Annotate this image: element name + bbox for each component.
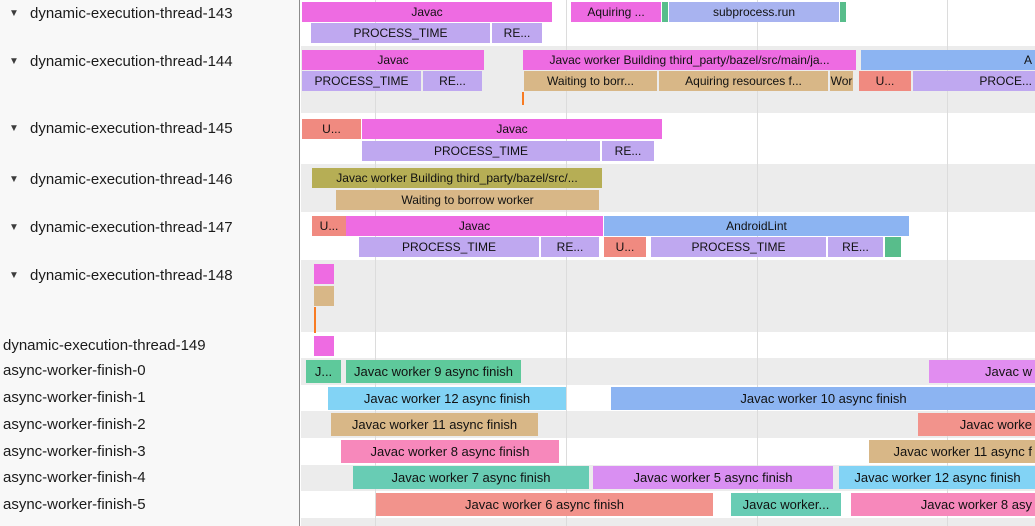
collapse-arrow-icon[interactable]: ▼ (9, 8, 19, 19)
trace-slice-process-time[interactable]: PROCESS_TIME (359, 237, 539, 257)
time-gridline (947, 0, 948, 526)
trace-slice[interactable] (314, 264, 334, 284)
trace-slice[interactable] (314, 286, 334, 306)
track-label-async-worker-finish-1[interactable]: async-worker-finish-1 (0, 386, 300, 410)
trace-slice-waiting-to-borrow-worker[interactable]: Waiting to borrow worker (336, 190, 599, 210)
trace-slice-u[interactable]: U... (312, 216, 346, 236)
trace-slice-subprocess-run[interactable]: subprocess.run (669, 2, 839, 22)
trace-slice-javac[interactable]: Javac (346, 216, 603, 236)
track-label-dynamic-execution-thread-145[interactable]: ▼ dynamic-execution-thread-145 (0, 117, 300, 141)
trace-slice-javac-w[interactable]: Javac w (929, 360, 1035, 383)
track-name: async-worker-finish-1 (3, 389, 146, 406)
trace-slice-re[interactable]: RE... (602, 141, 654, 161)
collapse-arrow-icon[interactable]: ▼ (9, 222, 19, 233)
trace-slice-javac-worker-building-third-party-bazel-src[interactable]: Javac worker Building third_party/bazel/… (312, 168, 602, 188)
track-background (301, 260, 1035, 332)
trace-slice-waiting-to-borr[interactable]: Waiting to borr... (524, 71, 657, 91)
collapse-arrow-icon[interactable]: ▼ (9, 174, 19, 185)
trace-slice-javac-worker-10-async-finish[interactable]: Javac worker 10 async finish (611, 387, 1035, 410)
track-name: async-worker-finish-2 (3, 416, 146, 433)
trace-slice-aquiring-resources-f[interactable]: Aquiring resources f... (659, 71, 828, 91)
track-name: dynamic-execution-thread-147 (30, 219, 233, 236)
trace-slice-javac[interactable]: Javac (302, 50, 484, 70)
trace-slice[interactable] (840, 2, 846, 22)
instant-event-tick[interactable] (522, 92, 524, 105)
track-label-dynamic-execution-thread-149[interactable]: dynamic-execution-thread-149 (0, 334, 300, 358)
track-name: async-worker-finish-3 (3, 443, 146, 460)
trace-slice-a[interactable]: A (861, 50, 1035, 70)
track-label-dynamic-execution-thread-144[interactable]: ▼ dynamic-execution-thread-144 (0, 50, 300, 74)
trace-slice-process-time[interactable]: PROCESS_TIME (311, 23, 490, 43)
trace-slice-javac-worke[interactable]: Javac worke (918, 413, 1035, 436)
track-label-dynamic-execution-thread-146[interactable]: ▼ dynamic-execution-thread-146 (0, 168, 300, 192)
track-labels-panel: ▼ dynamic-execution-thread-143 ▼ dynamic-ex… (0, 0, 300, 526)
track-label-async-worker-finish-0[interactable]: async-worker-finish-0 (0, 359, 300, 383)
track-name: dynamic-execution-thread-145 (30, 120, 233, 137)
collapse-arrow-icon[interactable]: ▼ (9, 123, 19, 134)
trace-slice-u[interactable]: U... (302, 119, 361, 139)
track-background (301, 518, 1035, 526)
trace-slice-javac-worker-8-asy[interactable]: Javac worker 8 asy (851, 493, 1035, 516)
track-label-async-worker-finish-2[interactable]: async-worker-finish-2 (0, 413, 300, 437)
trace-slice-javac-worker[interactable]: Javac worker... (731, 493, 841, 516)
track-name: dynamic-execution-thread-148 (30, 267, 233, 284)
trace-slice-j[interactable]: J... (306, 360, 341, 383)
time-gridline (375, 0, 376, 526)
trace-slice-javac-worker-12-async-finish[interactable]: Javac worker 12 async finish (839, 466, 1035, 489)
trace-slice-process-time[interactable]: PROCESS_TIME (651, 237, 826, 257)
track-name: async-worker-finish-0 (3, 362, 146, 379)
track-label-async-worker-finish-5[interactable]: async-worker-finish-5 (0, 493, 300, 517)
trace-slice-javac[interactable]: Javac (302, 2, 552, 22)
trace-slice-javac[interactable]: Javac (362, 119, 662, 139)
track-name: dynamic-execution-thread-146 (30, 171, 233, 188)
trace-slice-u[interactable]: U... (859, 71, 911, 91)
track-label-dynamic-execution-thread-147[interactable]: ▼ dynamic-execution-thread-147 (0, 216, 300, 240)
trace-slice-javac-worker-6-async-finish[interactable]: Javac worker 6 async finish (376, 493, 713, 516)
track-label-async-worker-finish-4[interactable]: async-worker-finish-4 (0, 466, 300, 490)
trace-slice-javac-worker-5-async-finish[interactable]: Javac worker 5 async finish (593, 466, 833, 489)
trace-slice-javac-worker-12-async-finish[interactable]: Javac worker 12 async finish (328, 387, 566, 410)
time-gridline (757, 0, 758, 526)
instant-event-tick[interactable] (314, 307, 316, 333)
trace-slice-process-time[interactable]: PROCESS_TIME (362, 141, 600, 161)
trace-slice-re[interactable]: RE... (492, 23, 542, 43)
collapse-arrow-icon[interactable]: ▼ (9, 56, 19, 67)
trace-slice-javac-worker-11-async-finish[interactable]: Javac worker 11 async finish (331, 413, 538, 436)
trace-slice-javac-worker-11-async-f[interactable]: Javac worker 11 async f (869, 440, 1035, 463)
track-name: async-worker-finish-4 (3, 469, 146, 486)
trace-slice-u[interactable]: U... (604, 237, 646, 257)
track-name: async-worker-finish-5 (3, 496, 146, 513)
track-name: dynamic-execution-thread-143 (30, 5, 233, 22)
timeline-canvas[interactable]: Javac Aquiring ... subprocess.run PROCESS_T… (301, 0, 1035, 526)
trace-slice-proce[interactable]: PROCE... (913, 71, 1035, 91)
trace-slice-javac-worker-7-async-finish[interactable]: Javac worker 7 async finish (353, 466, 589, 489)
track-label-dynamic-execution-thread-143[interactable]: ▼ dynamic-execution-thread-143 (0, 2, 300, 26)
trace-slice-re[interactable]: RE... (423, 71, 482, 91)
trace-slice-re[interactable]: RE... (541, 237, 599, 257)
trace-slice-javac-worker-building-third-party-bazel-src-main-ja[interactable]: Javac worker Building third_party/bazel/… (523, 50, 856, 70)
collapse-arrow-icon[interactable]: ▼ (9, 270, 19, 281)
track-background (301, 332, 1035, 358)
trace-slice-re[interactable]: RE... (828, 237, 883, 257)
trace-slice[interactable] (662, 2, 668, 22)
track-name: dynamic-execution-thread-144 (30, 53, 233, 70)
track-name: dynamic-execution-thread-149 (3, 337, 206, 354)
trace-slice-javac-worker-8-async-finish[interactable]: Javac worker 8 async finish (341, 440, 559, 463)
trace-slice-aquiring[interactable]: Aquiring ... (571, 2, 661, 22)
trace-slice-wor[interactable]: Wor (830, 71, 853, 91)
track-label-dynamic-execution-thread-148[interactable]: ▼ dynamic-execution-thread-148 (0, 264, 300, 288)
trace-slice-androidlint[interactable]: AndroidLint (604, 216, 909, 236)
trace-slice-javac-worker-9-async-finish[interactable]: Javac worker 9 async finish (346, 360, 521, 383)
trace-slice[interactable] (885, 237, 901, 257)
track-label-async-worker-finish-3[interactable]: async-worker-finish-3 (0, 440, 300, 464)
time-gridline (566, 0, 567, 526)
trace-slice[interactable] (314, 336, 334, 356)
trace-slice-process-time[interactable]: PROCESS_TIME (302, 71, 421, 91)
